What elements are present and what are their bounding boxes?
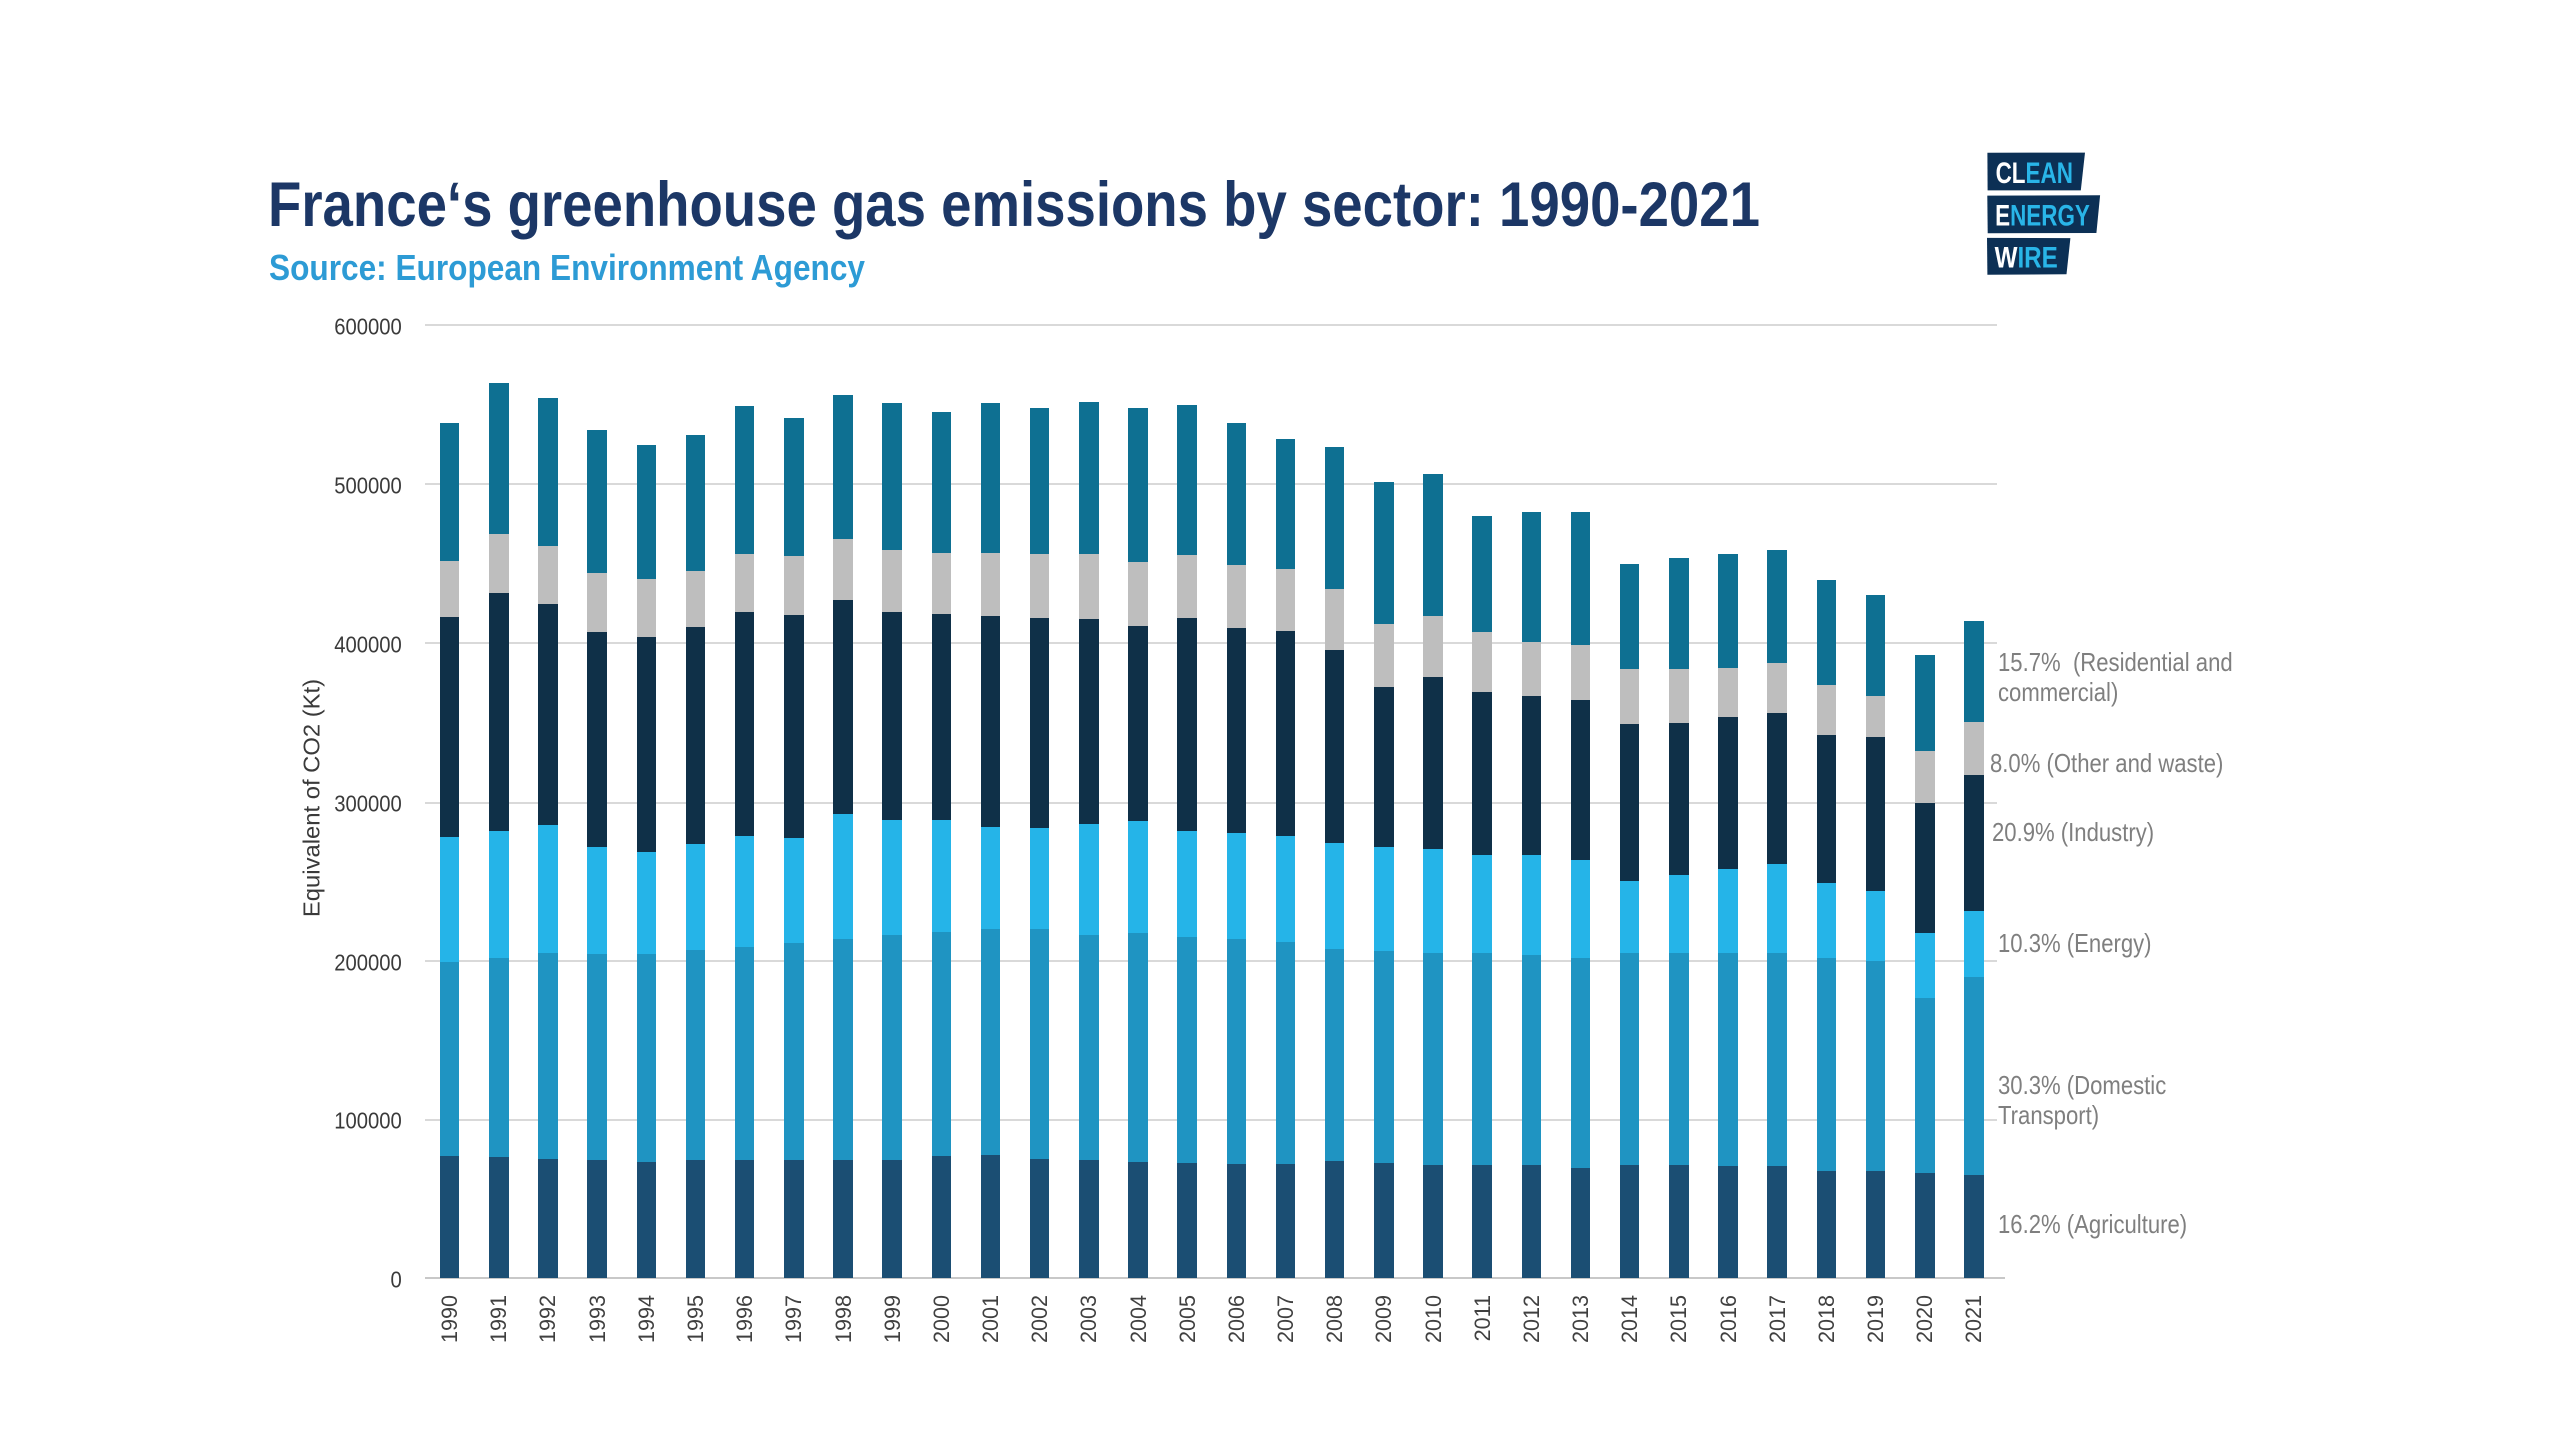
svg-text:CLEAN: CLEAN: [1996, 157, 2073, 190]
svg-text:WIRE: WIRE: [1995, 242, 2058, 275]
svg-text:ENERGY: ENERGY: [1995, 200, 2090, 233]
